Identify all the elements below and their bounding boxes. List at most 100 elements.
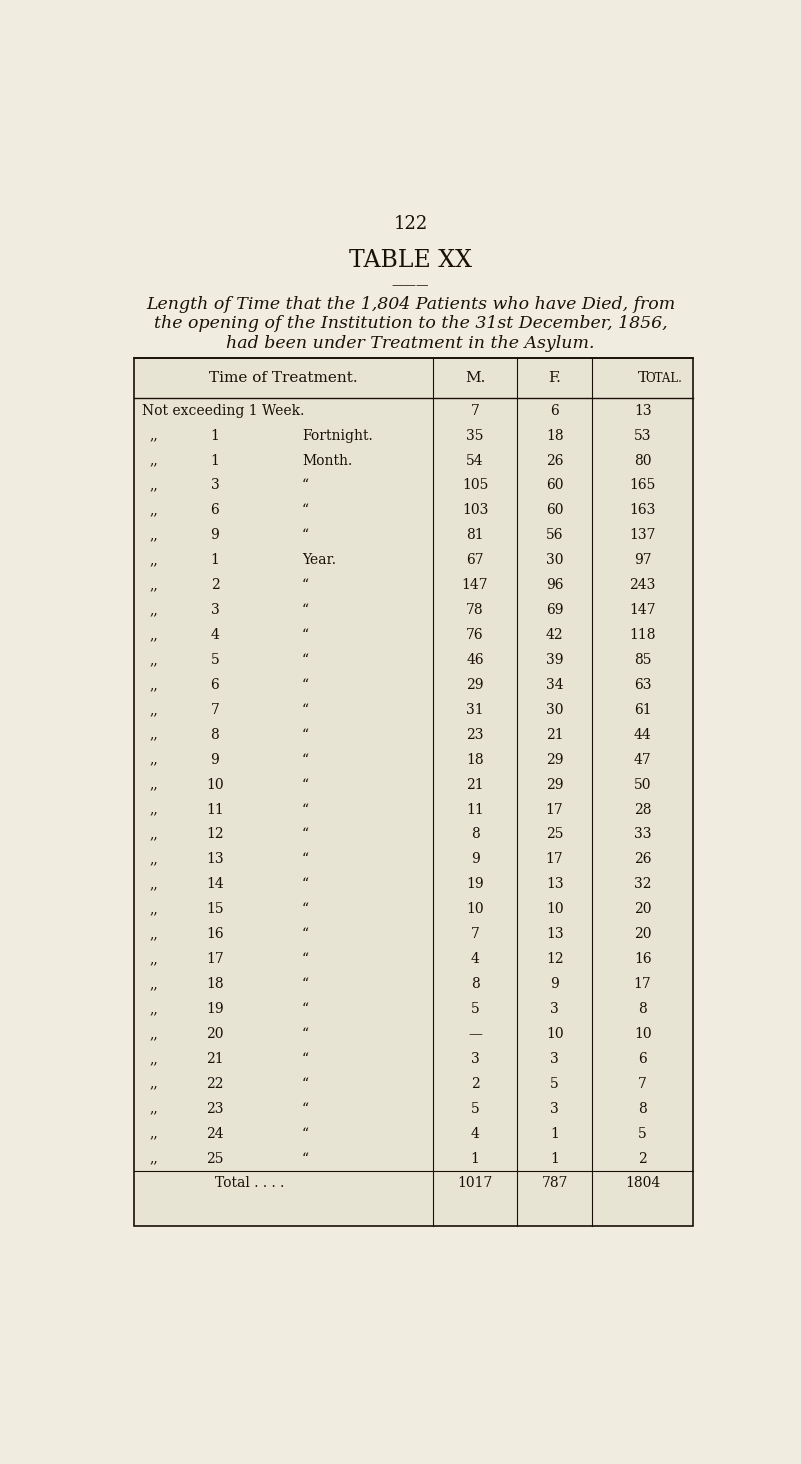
Text: ,,: ,, [150, 628, 159, 643]
Text: 69: 69 [546, 603, 563, 618]
Text: ,,: ,, [150, 927, 159, 941]
Text: 10: 10 [634, 1026, 651, 1041]
Text: 3: 3 [211, 603, 219, 618]
Text: “: “ [302, 1001, 309, 1016]
Text: F.: F. [548, 372, 562, 385]
Text: “: “ [302, 976, 309, 991]
Text: 3: 3 [550, 1001, 559, 1016]
Text: 24: 24 [206, 1127, 223, 1140]
Text: ,,: ,, [150, 653, 159, 668]
Text: 30: 30 [546, 703, 563, 717]
Text: 12: 12 [545, 952, 563, 966]
Text: 6: 6 [638, 1051, 647, 1066]
Text: 8: 8 [471, 827, 480, 842]
Text: 67: 67 [466, 553, 484, 567]
Text: 17: 17 [206, 952, 223, 966]
Text: 28: 28 [634, 802, 651, 817]
Text: 54: 54 [466, 454, 484, 467]
Text: 10: 10 [545, 1026, 563, 1041]
Text: ,,: ,, [150, 1076, 159, 1091]
Text: 18: 18 [545, 429, 563, 442]
Text: “: “ [302, 827, 309, 842]
Text: “: “ [302, 628, 309, 643]
Text: ,,: ,, [150, 952, 159, 966]
Text: ———: ——— [392, 280, 429, 293]
Text: 23: 23 [466, 728, 484, 742]
Text: Time of Treatment.: Time of Treatment. [209, 372, 358, 385]
Text: ,,: ,, [150, 429, 159, 442]
Text: 122: 122 [393, 215, 428, 233]
Text: 11: 11 [206, 802, 223, 817]
Text: 103: 103 [462, 504, 489, 517]
Text: 20: 20 [634, 927, 651, 941]
Text: ,,: ,, [150, 578, 159, 591]
Text: 243: 243 [630, 578, 656, 591]
Text: “: “ [302, 653, 309, 668]
Text: 165: 165 [630, 479, 656, 492]
Text: “: “ [302, 479, 309, 492]
Text: T: T [638, 372, 648, 385]
Text: 1017: 1017 [457, 1177, 493, 1190]
Text: 50: 50 [634, 777, 651, 792]
Text: 17: 17 [545, 852, 564, 867]
Text: ,,: ,, [150, 479, 159, 492]
Text: 105: 105 [462, 479, 489, 492]
Text: 21: 21 [545, 728, 563, 742]
Text: “: “ [302, 1152, 309, 1165]
Text: ,,: ,, [150, 1001, 159, 1016]
Text: 787: 787 [541, 1177, 568, 1190]
Text: TABLE XX: TABLE XX [349, 249, 472, 272]
Text: 23: 23 [206, 1102, 223, 1116]
Text: 61: 61 [634, 703, 651, 717]
Text: 7: 7 [211, 703, 219, 717]
Text: 34: 34 [545, 678, 563, 692]
Text: Not exceeding 1 Week.: Not exceeding 1 Week. [142, 404, 304, 417]
Text: 12: 12 [206, 827, 223, 842]
Text: ,,: ,, [150, 1051, 159, 1066]
Text: 15: 15 [206, 902, 223, 916]
Text: 31: 31 [466, 703, 484, 717]
Text: 13: 13 [545, 877, 563, 892]
Text: 17: 17 [634, 976, 651, 991]
Text: 17: 17 [545, 802, 564, 817]
Text: 147: 147 [461, 578, 489, 591]
Text: 97: 97 [634, 553, 651, 567]
Text: 1: 1 [550, 1152, 559, 1165]
Text: 3: 3 [550, 1051, 559, 1066]
Text: 81: 81 [466, 529, 484, 542]
Text: ,,: ,, [150, 902, 159, 916]
Text: 76: 76 [466, 628, 484, 643]
Text: 63: 63 [634, 678, 651, 692]
Text: 16: 16 [206, 927, 223, 941]
Text: the opening of the Institution to the 31st December, 1856,: the opening of the Institution to the 31… [154, 315, 667, 332]
Text: “: “ [302, 1102, 309, 1116]
Text: 3: 3 [471, 1051, 480, 1066]
Text: 26: 26 [546, 454, 563, 467]
Text: 1: 1 [550, 1127, 559, 1140]
Text: 9: 9 [211, 752, 219, 767]
Text: 46: 46 [466, 653, 484, 668]
Text: 16: 16 [634, 952, 651, 966]
Text: 44: 44 [634, 728, 651, 742]
Text: “: “ [302, 1127, 309, 1140]
Text: 5: 5 [211, 653, 219, 668]
Text: 1: 1 [211, 429, 219, 442]
Text: “: “ [302, 752, 309, 767]
Text: 4: 4 [471, 952, 480, 966]
Text: 18: 18 [206, 976, 223, 991]
Text: 3: 3 [211, 479, 219, 492]
Text: 5: 5 [638, 1127, 647, 1140]
Text: 29: 29 [466, 678, 484, 692]
Text: 11: 11 [466, 802, 484, 817]
Text: 163: 163 [630, 504, 656, 517]
Text: 1: 1 [471, 1152, 480, 1165]
Text: M.: M. [465, 372, 485, 385]
Text: 60: 60 [546, 504, 563, 517]
Text: “: “ [302, 504, 309, 517]
Text: 118: 118 [630, 628, 656, 643]
Text: 30: 30 [546, 553, 563, 567]
Text: ,,: ,, [150, 728, 159, 742]
Text: 5: 5 [471, 1102, 480, 1116]
Text: 7: 7 [471, 927, 480, 941]
Text: ,,: ,, [150, 827, 159, 842]
